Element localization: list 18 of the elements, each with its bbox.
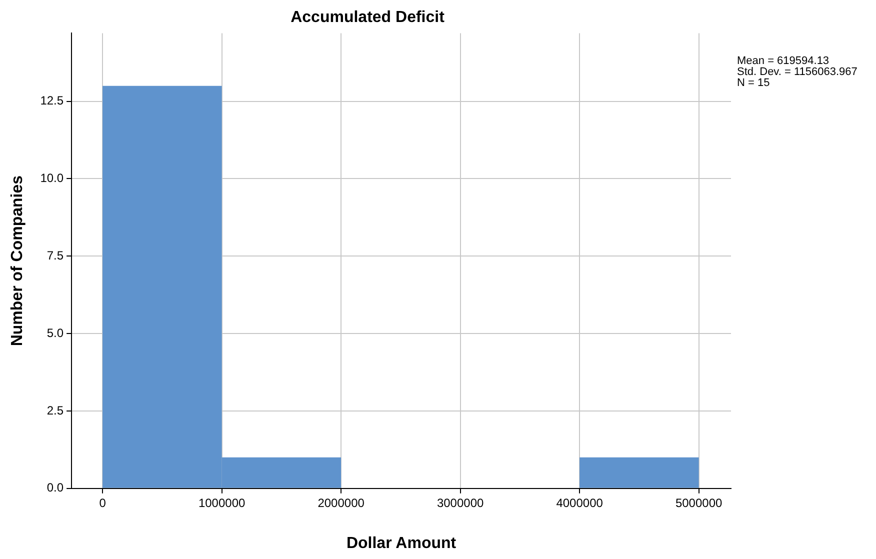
x-tick-label: 4000000 (556, 496, 604, 510)
y-tick-label: 0.0 (46, 480, 64, 495)
y-tick-label: 2.5 (46, 403, 64, 418)
text: Std. Dev. = 1156063.967 (737, 66, 858, 78)
y-tick-label: 5.0 (46, 326, 64, 340)
text: N = 15 (737, 77, 771, 89)
y-tick-label: 12.5 (40, 94, 64, 108)
x-tick-label: 0 (99, 496, 106, 510)
text: Mean = 619594.13 (737, 55, 830, 67)
y-axis-title: Number of Companies (9, 175, 26, 346)
y-tick-label: 10.0 (40, 171, 64, 186)
x-tick-label: 1000000 (198, 496, 246, 510)
y-tick-label: 7.5 (46, 248, 64, 262)
chart-title: Accumulated Deficit (290, 9, 446, 26)
x-tick-label: 3000000 (436, 496, 484, 510)
x-axis-title: Dollar Amount (346, 534, 457, 552)
x-tick-label: 5000000 (675, 496, 722, 510)
x-tick-label: 2000000 (318, 496, 365, 510)
